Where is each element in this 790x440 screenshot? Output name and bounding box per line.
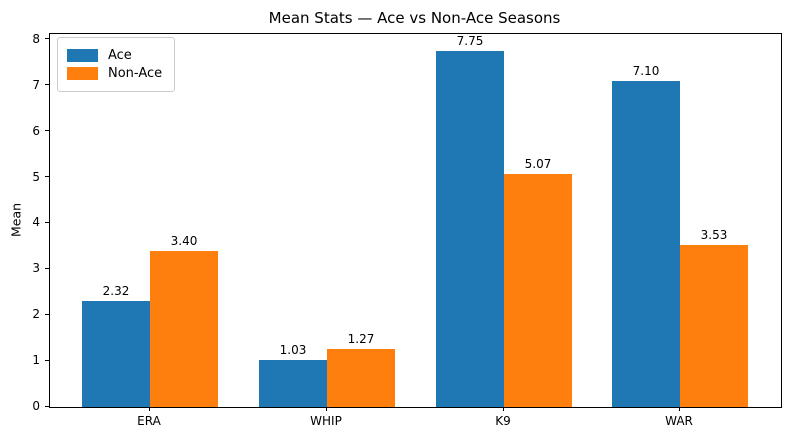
bar-value-label: 1.27	[347, 331, 375, 346]
bar-non-ace-whip	[327, 348, 395, 407]
plot-area: Ace Non-Ace 2.32 1.03 7.75 7.10 3.40 1.27 5.07 3…	[49, 33, 782, 408]
x-tick-mark	[679, 407, 680, 411]
bar-value-label: 3.53	[700, 228, 728, 243]
y-tick-label: 2	[32, 307, 40, 322]
y-tick-label: 0	[32, 399, 40, 413]
y-tick-mark	[45, 359, 49, 361]
y-tick-mark	[45, 267, 49, 269]
x-tick-label: ERA	[137, 414, 161, 428]
y-tick-mark	[45, 405, 49, 407]
x-tick-label: K9	[495, 414, 511, 428]
y-tick-mark	[45, 38, 49, 40]
bar-value-label: 2.32	[102, 283, 130, 298]
bar-ace-era	[82, 300, 150, 407]
bar-non-ace-era	[150, 251, 218, 407]
y-tick-label: 1	[32, 353, 40, 368]
x-tick-mark	[149, 407, 150, 411]
bar-value-label: 5.07	[524, 157, 552, 172]
y-tick-mark	[45, 221, 49, 223]
y-tick-label: 7	[32, 77, 40, 92]
y-tick-label: 3	[32, 261, 40, 276]
y-tick-mark	[45, 176, 49, 178]
y-tick-label: 8	[32, 31, 40, 46]
legend-swatch-non-ace	[67, 67, 98, 80]
y-tick-mark	[45, 313, 49, 315]
bar-ace-k9	[436, 51, 504, 407]
legend-item-non-ace: Non-Ace	[67, 66, 162, 81]
y-tick-mark	[45, 130, 49, 132]
bar-non-ace-k9	[504, 174, 572, 407]
chart-title: Mean Stats — Ace vs Non-Ace Seasons	[268, 9, 561, 27]
y-tick-label: 5	[32, 169, 40, 184]
bar-value-label: 1.03	[279, 342, 307, 357]
bar-value-label: 7.10	[632, 64, 660, 79]
bar-value-label: 7.75	[456, 34, 484, 49]
legend-swatch-ace	[67, 49, 98, 62]
legend: Ace Non-Ace	[57, 37, 176, 92]
bar-ace-war	[612, 81, 680, 407]
x-tick-label: WHIP	[310, 414, 342, 428]
legend-label: Ace	[108, 48, 132, 63]
legend-label: Non-Ace	[108, 66, 163, 81]
x-tick-mark	[503, 407, 504, 411]
y-tick-label: 4	[32, 215, 40, 230]
legend-item-ace: Ace	[67, 48, 162, 63]
y-tick-label: 6	[32, 123, 40, 138]
bar-value-label: 3.40	[170, 234, 198, 248]
bar-ace-whip	[259, 359, 327, 407]
bar-non-ace-war	[680, 245, 748, 407]
y-tick-mark	[45, 84, 49, 86]
x-tick-mark	[326, 407, 327, 411]
x-tick-label: WAR	[665, 414, 693, 428]
